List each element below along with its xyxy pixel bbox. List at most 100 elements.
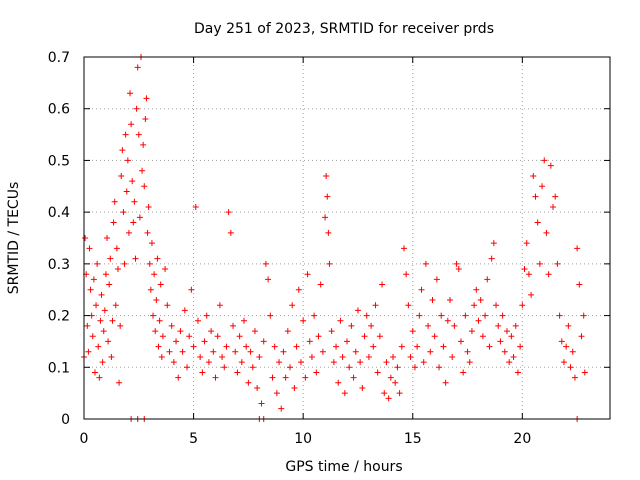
data-point — [313, 369, 320, 376]
data-point — [503, 328, 510, 335]
data-point — [100, 328, 107, 335]
data-point — [302, 374, 309, 381]
data-point — [359, 384, 366, 391]
data-point — [203, 312, 210, 319]
data-point — [433, 276, 440, 283]
data-point — [337, 317, 344, 324]
data-point — [205, 359, 212, 366]
data-point — [84, 322, 91, 329]
data-point — [145, 203, 152, 210]
data-point — [107, 255, 114, 262]
data-point — [477, 297, 484, 304]
data-point — [254, 384, 261, 391]
axis-ticks: 0 0.1 0.2 0.3 0.4 0.5 0.6 0.7 0 5 10 15 20 — [48, 50, 610, 447]
data-point — [411, 364, 418, 371]
data-point — [506, 359, 513, 366]
data-point — [297, 359, 304, 366]
x-tick-label: 20 — [513, 431, 531, 447]
data-point — [262, 260, 269, 267]
data-point — [361, 333, 368, 340]
data-point — [341, 390, 348, 397]
y-tick-label: 0 — [61, 412, 70, 428]
data-point — [479, 333, 486, 340]
data-point — [86, 245, 93, 252]
data-point — [339, 353, 346, 360]
data-point — [199, 369, 206, 376]
data-point — [96, 374, 103, 381]
data-point — [139, 167, 146, 174]
x-axis-label: GPS time / hours — [285, 459, 402, 475]
data-point — [311, 312, 318, 319]
data-point — [99, 359, 106, 366]
data-point — [234, 369, 241, 376]
data-point — [98, 291, 105, 298]
data-point — [223, 343, 230, 350]
data-point — [317, 281, 324, 288]
data-point — [539, 183, 546, 190]
data-point — [534, 219, 541, 226]
x-tick-label: 5 — [189, 431, 198, 447]
data-point — [427, 348, 434, 355]
data-point — [453, 260, 460, 267]
data-point — [249, 364, 256, 371]
y-tick-label: 0.5 — [48, 153, 70, 169]
data-point — [530, 172, 537, 179]
data-point — [110, 219, 117, 226]
data-point — [514, 369, 521, 376]
data-point — [499, 312, 506, 319]
x-tick-label: 10 — [294, 431, 312, 447]
data-point — [278, 405, 285, 412]
data-point — [365, 353, 372, 360]
data-point — [560, 359, 567, 366]
data-point — [578, 333, 585, 340]
data-point — [106, 281, 113, 288]
data-point — [186, 333, 193, 340]
data-point — [447, 297, 454, 304]
data-point — [429, 297, 436, 304]
data-point — [154, 255, 161, 262]
data-point — [129, 178, 136, 185]
data-point — [143, 95, 150, 102]
data-point — [510, 353, 517, 360]
data-point — [273, 390, 280, 397]
data-point — [190, 343, 197, 350]
data-point — [517, 343, 524, 350]
data-point — [442, 379, 449, 386]
y-tick-label: 0.3 — [48, 257, 70, 273]
data-point — [101, 307, 108, 314]
data-point — [495, 322, 502, 329]
data-point — [335, 379, 342, 386]
data-point — [162, 266, 169, 273]
data-point — [232, 348, 239, 355]
data-point — [468, 328, 475, 335]
data-point — [484, 276, 491, 283]
data-point — [104, 235, 111, 241]
data-point — [571, 374, 578, 381]
data-point — [352, 348, 359, 355]
data-point — [455, 266, 462, 273]
data-point — [449, 353, 456, 360]
data-point — [219, 353, 226, 360]
data-point — [488, 255, 495, 262]
data-point — [387, 374, 394, 381]
data-point — [105, 338, 112, 345]
data-point — [398, 343, 405, 350]
data-point — [580, 312, 587, 319]
data-point — [132, 255, 139, 262]
data-point — [156, 317, 163, 324]
grid — [83, 56, 610, 420]
data-point — [370, 343, 377, 350]
data-point — [471, 302, 478, 309]
data-point — [227, 229, 234, 236]
data-point — [565, 322, 572, 329]
data-point — [85, 348, 92, 355]
data-point — [414, 343, 421, 350]
data-point — [403, 271, 410, 278]
data-point — [114, 266, 121, 273]
data-point — [400, 245, 407, 252]
data-point — [113, 245, 120, 252]
data-point — [188, 286, 195, 293]
data-point — [543, 229, 550, 236]
data-point — [225, 209, 232, 216]
